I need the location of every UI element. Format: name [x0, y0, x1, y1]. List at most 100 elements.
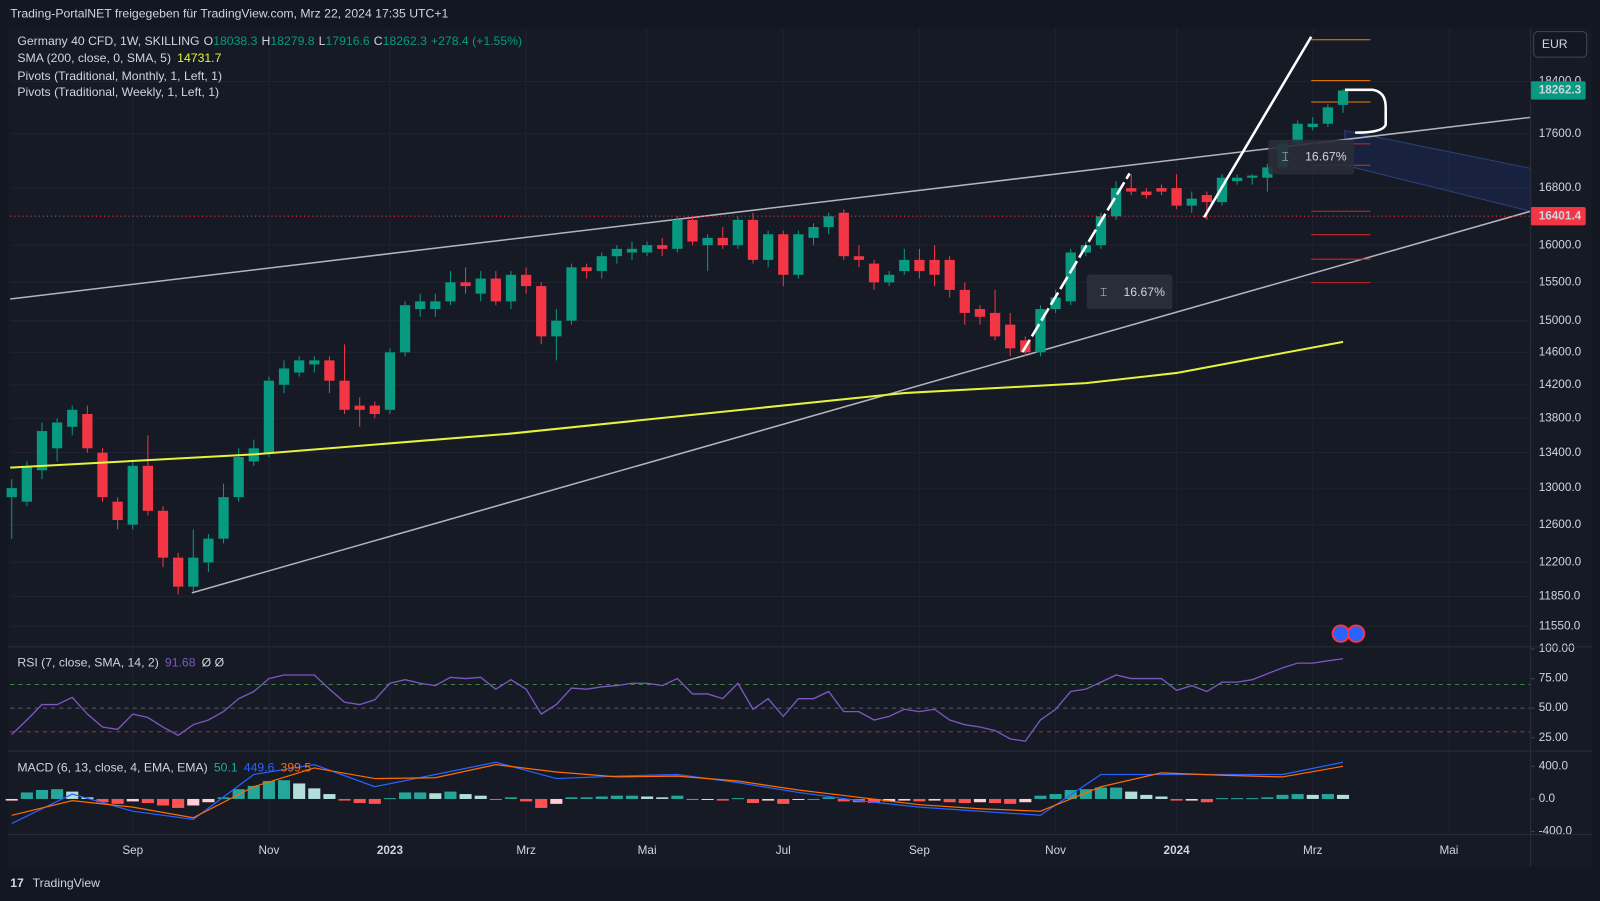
histogram-bar	[973, 798, 986, 803]
candle-body	[1186, 198, 1197, 206]
last-price-tag	[1530, 81, 1586, 100]
ohlc-letter: O	[204, 34, 214, 48]
histogram-bar	[399, 792, 412, 799]
ohlc-letter: H	[262, 34, 271, 48]
histogram-bar	[746, 798, 760, 804]
y-tick-label: 11850.0	[1539, 590, 1581, 603]
histogram-bar	[293, 783, 306, 799]
histogram-bar	[807, 798, 820, 800]
event-icon[interactable]	[1346, 624, 1366, 643]
x-tick-label: 2024	[1164, 844, 1191, 857]
candle-body	[762, 234, 774, 260]
x-tick-label: Jul	[776, 844, 791, 857]
rsi-legend: RSI (7, close, SMA, 14, 2) 91.68 Ø Ø	[17, 655, 224, 669]
sma-legend: SMA (200, close, 0, SMA, 5) 14731.7	[17, 51, 221, 65]
candle-body	[853, 256, 865, 260]
candle-body	[157, 510, 169, 558]
histogram-bar	[1276, 794, 1289, 799]
histogram-bar	[141, 798, 154, 804]
y-tick-label: -400.0	[1539, 825, 1573, 838]
candle-body	[1231, 177, 1243, 182]
measure-icon: ⌶	[1100, 285, 1107, 299]
histogram-bar	[1125, 791, 1138, 799]
share-info: Trading-PortalNET freigegeben für Tradin…	[10, 7, 448, 21]
histogram-bar	[898, 798, 911, 801]
candle-body	[36, 431, 48, 471]
measure-box	[1268, 139, 1355, 175]
histogram-bar	[716, 798, 729, 801]
signal-line	[11, 764, 1344, 819]
price-line-tag	[1530, 207, 1586, 226]
price-line-label: 16401.4	[1539, 209, 1582, 222]
candle-body	[1307, 123, 1318, 128]
histogram-bar	[308, 788, 321, 799]
rsi-title: RSI (7, close, SMA, 14, 2)	[17, 655, 158, 669]
rsi-extra: Ø Ø	[202, 655, 225, 669]
histogram-bar	[444, 791, 457, 799]
candle-body	[369, 405, 380, 415]
histogram-bar	[1004, 798, 1017, 804]
histogram-bar	[459, 794, 472, 799]
candle-body	[793, 234, 804, 275]
histogram-bar	[338, 798, 351, 801]
y-tick-label: 13800.0	[1539, 411, 1582, 424]
logo-icon: 17	[10, 876, 24, 890]
currency-button[interactable]	[1533, 31, 1588, 58]
candle-body	[929, 259, 940, 275]
histogram-bar	[1306, 794, 1319, 799]
candle-body	[687, 219, 698, 242]
histogram-bar	[20, 792, 33, 799]
histogram-bar	[277, 780, 291, 799]
y-tick-label: 400.0	[1539, 759, 1569, 772]
candle-body	[173, 557, 184, 587]
histogram-bar	[1155, 796, 1168, 799]
candle-body	[490, 278, 501, 302]
candle-body	[6, 488, 17, 498]
x-tick-label: Sep	[122, 844, 143, 857]
candle-body	[974, 309, 986, 317]
candle-body	[475, 278, 486, 294]
histogram-bar	[731, 798, 744, 800]
candle-body	[778, 234, 789, 275]
histogram-bar	[1231, 798, 1244, 800]
histogram-bar	[323, 794, 336, 799]
candle-body	[1065, 252, 1076, 302]
histogram-bar	[610, 795, 623, 799]
histogram-bar	[1336, 794, 1350, 799]
candle-body	[112, 501, 123, 521]
histogram-bar	[96, 798, 109, 803]
x-tick-label: Mrz	[1303, 844, 1323, 857]
histogram-bar	[1246, 798, 1259, 800]
change: +278.4 (+1.55%)	[431, 34, 522, 48]
candle-body	[1156, 188, 1167, 192]
x-tick-label: Mrz	[516, 844, 536, 857]
hist-value: 50.1	[214, 761, 238, 775]
x-tick-label: Nov	[258, 844, 279, 857]
histogram-bar	[217, 797, 230, 799]
histogram-bar	[535, 798, 548, 808]
candle-body	[1095, 216, 1107, 246]
candle-body	[82, 414, 93, 449]
event-icon[interactable]	[1331, 624, 1350, 643]
histogram-bar	[353, 798, 366, 804]
ohlc-letter: L	[319, 34, 326, 48]
candle-body	[294, 360, 305, 373]
y-tick-label: 17600.0	[1539, 127, 1582, 140]
candle-body	[672, 219, 683, 249]
x-tick-label: Mai	[1439, 844, 1458, 857]
ohlc-value: 18038.3	[213, 34, 257, 48]
histogram-bar	[1140, 794, 1153, 799]
candle-body	[339, 380, 350, 410]
histogram-bar	[126, 798, 139, 802]
histogram-bar	[1049, 794, 1062, 799]
candle-body	[732, 219, 744, 246]
y-tick-label: 11550.0	[1539, 620, 1581, 633]
candle-body	[657, 245, 668, 249]
candle-body	[67, 409, 78, 427]
y-tick-label: 14200.0	[1539, 378, 1582, 391]
histogram-bar	[1110, 787, 1123, 799]
histogram-bar	[943, 798, 956, 803]
histogram-bar	[1200, 798, 1213, 803]
macd-value: 449.6	[244, 761, 275, 775]
